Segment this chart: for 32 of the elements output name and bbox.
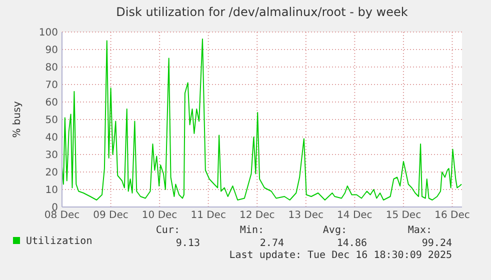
x-tick-label: 14 Dec bbox=[337, 210, 372, 221]
x-tick-label: 08 Dec bbox=[44, 210, 80, 221]
x-tick-label: 16 Dec bbox=[434, 210, 470, 221]
text: Last update: Tue Dec 16 18:30:09 2025 bbox=[229, 250, 452, 261]
chart-title: Disk utilization for /dev/almalinux/root - by week bbox=[116, 5, 408, 19]
x-tick-label: 13 Dec bbox=[288, 210, 324, 221]
x-tick-label: 10 Dec bbox=[142, 210, 178, 221]
y-tick-label: 80 bbox=[45, 62, 58, 74]
text: 99.24 bbox=[422, 238, 452, 249]
y-tick-label: 30 bbox=[45, 150, 58, 161]
y-tick-label: 90 bbox=[45, 45, 58, 56]
y-axis-title: % busy bbox=[12, 101, 23, 138]
text: Max: bbox=[408, 225, 432, 236]
y-tick-label: 10 bbox=[45, 185, 58, 196]
y-tick-label: 50 bbox=[45, 115, 58, 126]
text: 9.13 bbox=[176, 238, 200, 249]
x-tick-label: 15 Dec bbox=[386, 210, 422, 221]
legend-label: Utilization bbox=[26, 236, 92, 247]
text: Cur: bbox=[156, 225, 180, 236]
y-tick-label: 20 bbox=[45, 168, 58, 178]
line-series bbox=[62, 38, 462, 200]
x-tick-label: 11 Dec bbox=[190, 210, 226, 221]
text: 14.86 bbox=[336, 238, 367, 249]
y-tick-label: 70 bbox=[45, 80, 58, 91]
y-tick-label: 60 bbox=[45, 98, 58, 108]
x-tick-label: 12 Dec bbox=[239, 210, 275, 221]
y-tick-label: 40 bbox=[45, 132, 58, 144]
x-tick-label: 09 Dec bbox=[93, 210, 128, 221]
y-tick-label: 100 bbox=[38, 28, 58, 38]
text: Avg: bbox=[322, 225, 347, 236]
text: Min: bbox=[240, 225, 264, 236]
text: 2.74 bbox=[260, 238, 284, 249]
